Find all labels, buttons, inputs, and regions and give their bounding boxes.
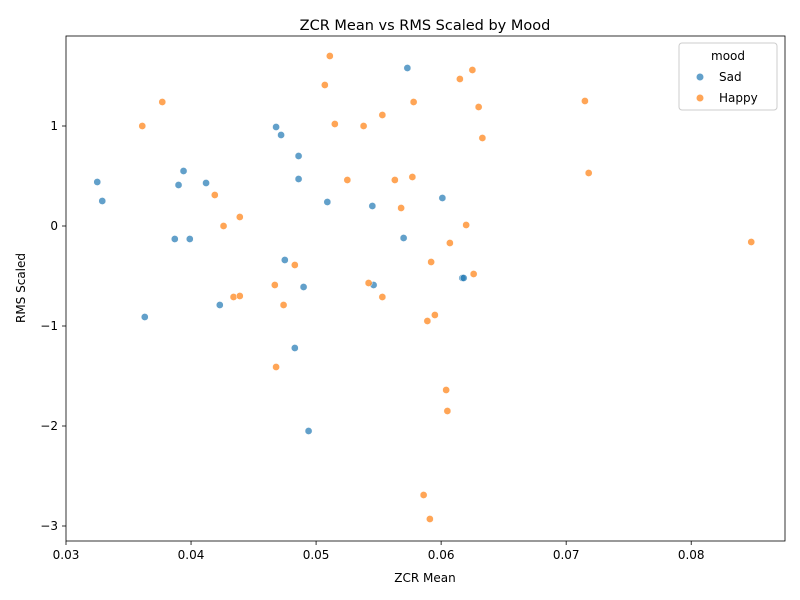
y-tick-label: 1: [50, 119, 58, 133]
point-happy: [397, 204, 405, 212]
point-happy: [747, 238, 756, 246]
point-sad: [280, 256, 289, 264]
point-happy: [446, 239, 454, 247]
point-happy: [320, 81, 329, 89]
x-tick-label: 0.05: [303, 548, 330, 562]
point-happy: [290, 261, 299, 269]
point-sad: [98, 197, 107, 205]
point-sad: [272, 123, 280, 131]
point-happy: [272, 363, 280, 371]
x-tick-label: 0.03: [53, 548, 80, 562]
point-sad: [403, 64, 412, 72]
point-sad: [459, 274, 468, 282]
point-sad: [185, 235, 194, 243]
chart-title: ZCR Mean vs RMS Scaled by Mood: [300, 18, 551, 34]
point-happy: [378, 111, 387, 119]
y-tick-label: 0: [50, 219, 58, 233]
point-happy: [462, 221, 470, 229]
point-happy: [229, 293, 238, 301]
point-happy: [235, 213, 244, 221]
point-happy: [581, 97, 589, 105]
legend-box: [678, 42, 778, 111]
point-happy: [408, 173, 417, 181]
y-tick-label: −3: [40, 519, 58, 533]
point-sad: [323, 198, 332, 206]
point-sad: [294, 175, 303, 183]
point-happy: [359, 122, 368, 130]
point-happy: [210, 191, 219, 199]
y-tick-label: −1: [40, 319, 58, 333]
y-axis-label: RMS Scaled: [14, 253, 28, 323]
point-happy: [330, 120, 339, 128]
point-sad: [399, 234, 408, 242]
x-tick-label: 0.06: [428, 548, 455, 562]
legend-marker-happy: [696, 94, 704, 102]
point-sad: [170, 235, 179, 243]
point-happy: [469, 270, 478, 278]
point-sad: [93, 178, 102, 186]
point-sad: [202, 179, 210, 187]
point-sad: [290, 344, 299, 352]
legend-title: mood: [711, 49, 745, 63]
point-sad: [174, 181, 183, 189]
point-happy: [279, 301, 288, 309]
y-tick-label: −2: [40, 419, 58, 433]
point-happy: [391, 176, 399, 184]
point-happy: [426, 515, 434, 523]
point-happy: [343, 176, 352, 184]
point-sad: [277, 131, 285, 139]
point-sad: [179, 167, 188, 175]
point-happy: [138, 122, 147, 130]
point-happy: [325, 52, 334, 60]
x-axis-label: ZCR Mean: [394, 571, 455, 585]
point-happy: [443, 407, 452, 415]
point-happy: [378, 293, 387, 301]
data-points: [93, 52, 756, 523]
point-happy: [478, 134, 487, 142]
point-sad: [299, 283, 308, 291]
point-sad: [438, 194, 447, 202]
point-happy: [364, 279, 373, 287]
legend-marker-sad: [696, 73, 704, 81]
legend: mood Sad Happy: [678, 42, 778, 111]
point-happy: [584, 169, 593, 177]
point-happy: [474, 103, 483, 111]
point-happy: [219, 222, 228, 230]
point-sad: [140, 313, 149, 321]
y-axis-ticks: −3 −2 −1 0 1: [40, 119, 66, 533]
legend-label-sad: Sad: [719, 70, 742, 84]
point-happy: [468, 66, 477, 74]
plot-area: [65, 35, 786, 542]
point-happy: [423, 317, 432, 325]
point-sad: [368, 202, 377, 210]
point-happy: [431, 311, 439, 319]
point-happy: [427, 258, 435, 266]
point-happy: [270, 281, 279, 289]
x-tick-label: 0.08: [678, 548, 705, 562]
point-happy: [442, 386, 450, 394]
point-happy: [409, 98, 418, 106]
legend-label-happy: Happy: [719, 91, 758, 105]
x-tick-label: 0.04: [178, 548, 205, 562]
point-happy: [235, 292, 244, 300]
x-tick-label: 0.07: [553, 548, 580, 562]
point-sad: [215, 301, 224, 309]
point-sad: [304, 427, 313, 435]
point-happy: [456, 75, 464, 83]
point-sad: [294, 152, 303, 160]
x-axis-ticks: 0.03 0.04 0.05 0.06 0.07 0.08: [53, 541, 705, 562]
point-happy: [419, 491, 428, 499]
point-happy: [158, 98, 167, 106]
